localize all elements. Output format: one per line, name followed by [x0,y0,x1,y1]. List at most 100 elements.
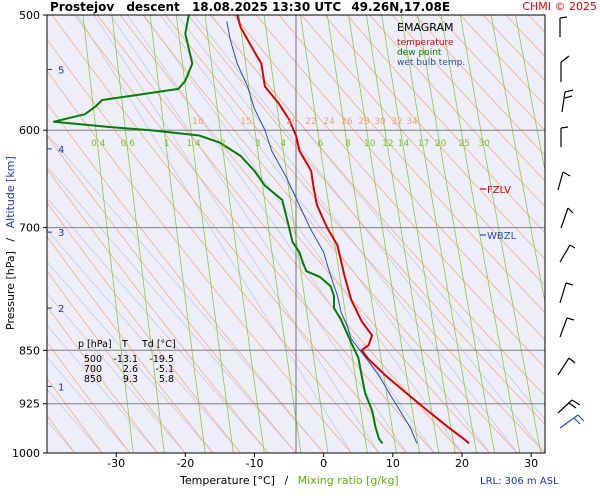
mixing-ratio-line [400,15,477,453]
wet-bulb-profile [226,21,418,444]
dry-adiabat [142,15,518,453]
mixing-ratio-label: 2 [220,139,226,149]
dry-adiabat [165,15,545,453]
mixing-ratio-label: 10 [364,139,376,149]
altitude-tick-label: 4 [58,145,64,156]
mixing-ratio-line [490,15,545,305]
moist-adiabat [47,133,325,453]
moist-adiabat [47,293,186,453]
table-header-td: Td [°C] [141,339,176,350]
mixing-ratio-line [111,15,165,453]
x-tick-label: -20 [176,457,194,470]
dry-adiabat [47,70,352,453]
y-tick-label: 500 [19,9,40,22]
moist-adiabat [47,197,269,453]
fzlv-marker: FZLV [480,185,511,196]
moist-adiabat [47,165,297,453]
dry-adiabat-label: 22 [305,117,316,127]
fzlv-label: FZLV [487,185,511,196]
sounding-phase: descent [126,0,180,14]
moist-adiabat [143,15,463,453]
mixing-ratio-label: 14 [398,139,410,149]
mixing-ratio-line [82,15,134,453]
y-tick-label: 600 [19,124,40,137]
mixing-ratio-line [326,15,397,453]
dry-adiabat-label: 24 [323,117,335,127]
wind-barb [560,207,574,229]
table-header-t: T [121,339,128,350]
dry-adiabat [47,168,269,453]
wbzl-marker: WBZL [480,231,517,242]
moist-adiabat [110,15,408,453]
dry-adiabat [47,305,159,453]
mixing-ratio-line [459,15,542,453]
dry-adiabat [255,15,545,341]
wind-barb [557,357,576,376]
wind-barb [560,126,569,147]
wind-barb [559,16,568,37]
x-tick-label: 10 [386,457,400,470]
data-table: p [hPa] T Td [°C] 500 -13.1 -19.5 700 2.… [78,339,176,385]
table-cell: 5.8 [159,374,174,385]
moist-adiabat [47,388,103,453]
dry-adiabat [47,38,380,453]
altitude-tick-label: 1 [58,382,64,393]
legend-dew-point: dew point [397,48,442,58]
dry-adiabat [323,15,545,260]
y-axis-label-altitude: Altitude [km] [4,156,17,228]
mixing-ratio-line [263,15,329,453]
dry-adiabat [51,15,407,453]
mixing-ratio-line [238,15,302,453]
mixing-ratio-line [417,15,496,453]
mixing-ratio-line [366,15,440,453]
dry-adiabat [437,15,545,131]
dry-adiabat [47,377,103,453]
x-axis-label: Temperature [°C] [179,474,275,487]
moist-adiabat [47,229,242,453]
wind-barb [559,282,574,304]
sounding-datetime: 18.08.2025 13:30 UTC [192,0,341,14]
dry-adiabat [74,15,435,453]
wind-barbs [557,16,585,429]
table-header-p: p [hPa] [78,339,112,350]
altitude-tick-label: 3 [58,228,64,239]
dry-adiabat [47,201,242,453]
mixing-ratio-label: 17 [418,139,429,149]
mixing-ratio-label: 3 [255,139,261,149]
wind-barb [559,317,575,338]
legend-wet-bulb: wet bulb temp. [397,58,465,68]
legend-title: EMAGRAM [397,21,454,34]
dry-adiabat-label: 10 [192,117,204,127]
dry-adiabat [392,15,545,182]
mixing-ratio-lines [82,15,545,453]
wind-barb [559,414,585,429]
moist-adiabat [77,15,352,453]
x-axis-separator: / [284,474,288,487]
wind-barb [560,55,570,82]
mixing-ratio-label: 6 [318,139,324,149]
moist-adiabat [47,261,214,453]
mixing-ratio-label: 4 [280,139,286,149]
dry-adiabat-label: 20 [286,117,298,127]
mixing-ratio-line [175,15,234,453]
mixing-ratio-line [381,15,456,453]
dry-adiabat [278,15,545,314]
svg-text:Temperature [°C] / Mix: Temperature [°C] / Mixing ratio [g/kg] [179,474,399,487]
station-coords: 49.26N,17.08E [351,0,450,14]
x-tick-label: 0 [320,457,327,470]
mixing-ratio-label: 12 [382,139,393,149]
dry-adiabat-label: 34 [406,117,418,127]
x-tick-label: 30 [524,457,538,470]
x-tick-label: -30 [107,457,125,470]
x-tick-label: 20 [455,457,469,470]
dry-adiabat [47,270,186,453]
wind-barb [559,244,576,263]
wind-barb [557,171,571,191]
mixing-ratio-line [348,15,420,453]
dry-adiabat [47,135,297,453]
dry-adiabat-label: 30 [374,117,386,127]
dry-adiabat [47,341,131,453]
moist-adiabat [47,324,159,453]
